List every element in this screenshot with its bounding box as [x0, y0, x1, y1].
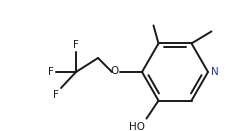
- Text: F: F: [73, 40, 79, 50]
- Text: F: F: [48, 67, 54, 77]
- Text: N: N: [211, 67, 219, 77]
- Text: F: F: [53, 90, 59, 100]
- Text: HO: HO: [130, 122, 145, 131]
- Text: O: O: [111, 66, 119, 76]
